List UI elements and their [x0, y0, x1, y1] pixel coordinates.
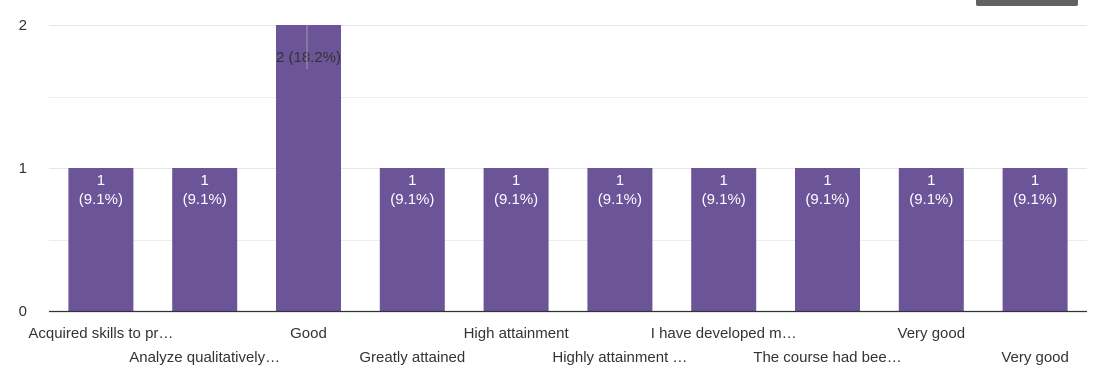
bar-data-label: (9.1%): [909, 191, 953, 208]
bar-data-label: (9.1%): [702, 191, 746, 208]
bar[interactable]: [691, 168, 757, 311]
bar[interactable]: [587, 168, 653, 311]
bar[interactable]: [483, 168, 549, 311]
x-category-label: Highly attainment …: [552, 349, 687, 366]
bar-data-label: (9.1%): [805, 191, 849, 208]
bar[interactable]: [379, 168, 445, 311]
bar-data-label: 1: [408, 172, 416, 189]
bar-data-label: 1: [927, 172, 935, 189]
y-tick-label: 2: [19, 17, 27, 34]
bar-data-label: 1: [97, 172, 105, 189]
x-category-label: The course had bee…: [753, 349, 901, 366]
data-labels: 1 (9.1%) 1 (9.1%) 2 (18.2%) 1 (9.1%) 1 (9.1%) 1 (9…: [79, 25, 1057, 208]
bar-data-label: (9.1%): [598, 191, 642, 208]
x-category-label: Analyze qualitatively…: [129, 349, 280, 366]
bar-data-label: 1: [616, 172, 624, 189]
bar-data-label: 1: [1031, 172, 1039, 189]
y-tick-label: 0: [19, 303, 27, 320]
x-category-label: High attainment: [464, 325, 570, 342]
bar[interactable]: [1002, 168, 1068, 311]
bar-data-label: (9.1%): [79, 191, 123, 208]
bars: [68, 25, 1068, 311]
bar-data-label: (9.1%): [494, 191, 538, 208]
bar[interactable]: [898, 168, 964, 311]
bar[interactable]: [68, 168, 134, 311]
copy-chart-button[interactable]: [976, 0, 1078, 6]
bar-data-label: 1: [720, 172, 728, 189]
bar[interactable]: [276, 25, 341, 311]
x-category-label: I have developed m…: [651, 325, 797, 342]
x-category-label: Very good: [898, 325, 966, 342]
bar-data-label: (9.1%): [390, 191, 434, 208]
axes: 0 1 2 Acquired skills to pr… Analyze qualita…: [19, 17, 1087, 366]
x-category-label: Greatly attained: [359, 349, 465, 366]
bar-data-label: 1: [823, 172, 831, 189]
y-tick-label: 1: [19, 160, 27, 177]
bar[interactable]: [172, 168, 238, 311]
bar-data-label: 2 (18.2%): [276, 49, 341, 66]
bar-data-label: (9.1%): [183, 191, 227, 208]
bar[interactable]: [795, 168, 860, 311]
x-category-label: Good: [290, 325, 327, 342]
bar-data-label: 1: [512, 172, 520, 189]
x-category-label: Very good: [1001, 349, 1069, 366]
x-category-label: Acquired skills to pr…: [28, 325, 173, 342]
bar-data-label: (9.1%): [1013, 191, 1057, 208]
bar-data-label: 1: [201, 172, 209, 189]
